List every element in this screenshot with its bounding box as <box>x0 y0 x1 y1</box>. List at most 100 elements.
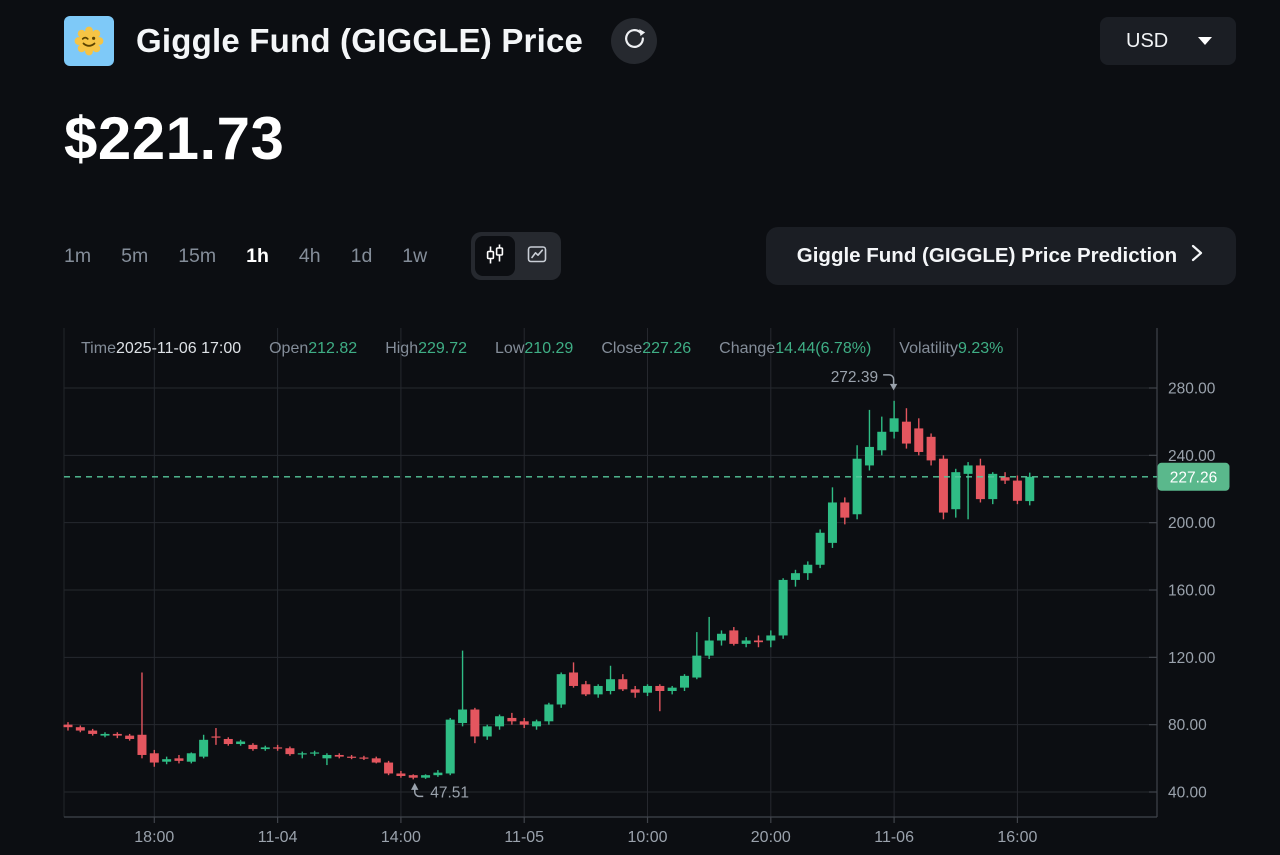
candle[interactable] <box>803 561 813 580</box>
candle[interactable] <box>864 409 874 471</box>
candle[interactable] <box>273 744 283 751</box>
x-axis-label: 11-06 <box>874 829 914 846</box>
refresh-button[interactable] <box>611 18 658 64</box>
candle[interactable] <box>519 717 529 729</box>
candle[interactable] <box>1025 472 1035 506</box>
candle[interactable] <box>901 408 911 449</box>
candle[interactable] <box>174 754 184 764</box>
candlestick-chart-button[interactable] <box>475 236 516 276</box>
candle[interactable] <box>729 627 739 646</box>
candle[interactable] <box>741 637 751 648</box>
candle[interactable] <box>680 674 689 692</box>
candle[interactable] <box>495 714 505 730</box>
candle[interactable] <box>470 707 480 744</box>
candle[interactable] <box>606 665 616 695</box>
candle[interactable] <box>371 756 381 764</box>
price-chart[interactable]: 280.00 240.00 200.00 160.00 120.00 80.00 40.00… <box>0 325 1280 855</box>
candle[interactable] <box>618 674 628 692</box>
candle[interactable] <box>544 702 554 725</box>
candle[interactable] <box>914 418 924 456</box>
candle[interactable] <box>815 529 825 569</box>
candle[interactable] <box>988 472 998 505</box>
candle[interactable] <box>63 722 73 731</box>
candle[interactable] <box>926 433 936 466</box>
candle[interactable] <box>692 632 702 680</box>
ohlc-open: Open212.82 <box>269 340 358 357</box>
timeframe-tab-1h[interactable]: 1h <box>246 244 269 267</box>
candle[interactable] <box>827 487 837 548</box>
candle[interactable] <box>88 728 98 736</box>
candle[interactable] <box>186 752 196 764</box>
candle[interactable] <box>408 774 418 780</box>
candle[interactable] <box>963 462 973 520</box>
candle[interactable] <box>359 755 369 761</box>
candle[interactable] <box>211 728 221 745</box>
candle[interactable] <box>753 635 763 648</box>
timeframe-tab-15m[interactable]: 15m <box>178 244 217 267</box>
timeframe-tab-5m[interactable]: 5m <box>121 244 149 267</box>
candle[interactable] <box>384 760 394 776</box>
candle[interactable] <box>877 416 887 456</box>
candle[interactable] <box>643 684 653 697</box>
candle[interactable] <box>532 719 542 730</box>
candle[interactable] <box>704 616 714 660</box>
candle[interactable] <box>716 630 726 646</box>
candle[interactable] <box>581 680 591 697</box>
candle[interactable] <box>137 672 147 759</box>
giggle-logo-icon <box>64 16 114 66</box>
timeframe-tab-1w[interactable]: 1w <box>402 244 428 267</box>
candle[interactable] <box>667 685 677 695</box>
candle[interactable] <box>766 630 776 648</box>
candle[interactable] <box>655 684 665 712</box>
candle[interactable] <box>236 739 246 746</box>
line-chart-button[interactable] <box>517 236 557 276</box>
candle[interactable] <box>458 650 468 727</box>
candle[interactable] <box>322 753 332 766</box>
header: Giggle Fund (GIGGLE) Price <box>64 16 658 66</box>
candle[interactable] <box>297 751 307 759</box>
currency-dropdown[interactable]: USD <box>1100 17 1236 65</box>
timeframe-tab-1d[interactable]: 1d <box>350 244 373 267</box>
candle[interactable] <box>630 685 640 698</box>
refresh-icon <box>623 27 646 55</box>
candle[interactable] <box>199 734 209 759</box>
candle[interactable] <box>347 754 357 760</box>
candle[interactable] <box>260 745 270 751</box>
candle[interactable] <box>975 458 985 503</box>
candle[interactable] <box>840 497 850 525</box>
candle[interactable] <box>223 737 233 746</box>
candle[interactable] <box>125 733 135 741</box>
price-prediction-button[interactable]: Giggle Fund (GIGGLE) Price Prediction <box>766 227 1236 285</box>
candle[interactable] <box>149 749 159 767</box>
candle[interactable] <box>75 725 85 733</box>
timeframe-tab-4h[interactable]: 4h <box>298 244 321 267</box>
candle[interactable] <box>421 774 431 779</box>
low-annotation-arrow-icon <box>413 788 424 798</box>
candle[interactable] <box>482 724 492 740</box>
candle[interactable] <box>112 732 122 739</box>
candle[interactable] <box>790 569 800 587</box>
candle[interactable] <box>569 662 579 688</box>
candle[interactable] <box>507 712 517 725</box>
candle[interactable] <box>334 753 344 759</box>
candle[interactable] <box>396 770 406 778</box>
candle[interactable] <box>100 732 110 738</box>
low-annotation-label: 47.51 <box>430 784 469 801</box>
candle[interactable] <box>889 400 899 439</box>
timeframe-tab-1m[interactable]: 1m <box>64 244 92 267</box>
candle[interactable] <box>778 578 788 639</box>
candle[interactable] <box>938 455 948 520</box>
candle[interactable] <box>852 445 862 520</box>
candle[interactable] <box>433 770 443 777</box>
candle[interactable] <box>445 717 455 776</box>
candle[interactable] <box>162 756 172 765</box>
y-axis-label: 80.00 <box>1168 717 1207 734</box>
candle[interactable] <box>1012 475 1022 505</box>
candle[interactable] <box>593 684 603 698</box>
candle[interactable] <box>1000 472 1010 484</box>
candle[interactable] <box>310 750 320 756</box>
candle[interactable] <box>556 672 566 708</box>
candle[interactable] <box>248 743 258 751</box>
candle[interactable] <box>285 746 295 756</box>
